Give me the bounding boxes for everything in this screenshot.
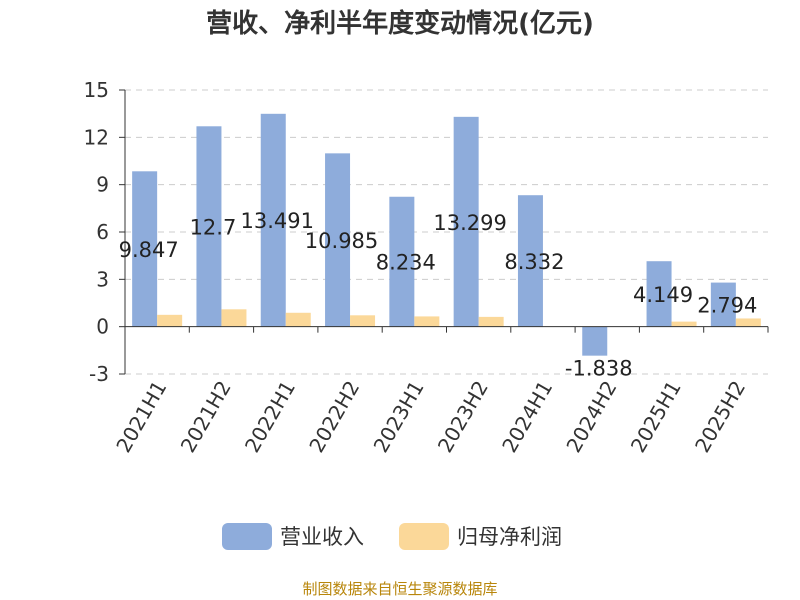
data-label-revenue: 4.149 [633,283,693,307]
x-tick-label: 2021H2 [176,377,236,457]
data-label-revenue: 10.985 [305,229,378,253]
legend-swatch-1[interactable] [399,523,449,550]
bar-profit-2023H1[interactable] [414,316,440,327]
x-tick-label: 2021H1 [111,377,171,457]
y-tick-label: 9 [96,173,109,197]
y-tick-label: 3 [96,267,109,291]
x-tick-label: 2023H1 [369,377,429,457]
source-note: 制图数据来自恒生聚源数据库 [302,580,497,598]
y-tick-label: -3 [89,362,109,386]
bar-revenue-2021H1[interactable] [132,171,158,327]
y-tick-label: 0 [96,315,109,339]
bar-revenue-2021H2[interactable] [196,126,222,327]
bar-profit-2025H1[interactable] [671,321,697,327]
bar-revenue-2023H1[interactable] [389,196,415,327]
data-label-revenue: 2.794 [697,294,757,318]
x-tick-label: 2022H2 [304,377,364,457]
bar-profit-2022H2[interactable] [350,315,376,327]
bar-revenue-2024H1[interactable] [517,195,543,327]
bar-revenue-2025H2[interactable] [710,282,736,327]
bar-revenue-2023H2[interactable] [453,116,479,327]
y-tick-label: 6 [96,220,109,244]
bar-profit-2021H2[interactable] [221,309,247,327]
chart-title: 营收、净利半年度变动情况(亿元) [206,8,594,39]
legend-label-1[interactable]: 归母净利润 [457,525,562,549]
bar-revenue-2025H1[interactable] [646,261,672,327]
x-tick-label: 2022H1 [240,377,300,457]
bar-profit-2025H2[interactable] [735,318,761,327]
data-label-revenue: 9.847 [119,238,179,262]
x-tick-label: 2024H1 [497,377,557,457]
data-label-revenue: 8.332 [504,250,564,274]
bars [132,113,761,356]
y-tick-label: 15 [84,78,109,102]
bar-profit-2023H2[interactable] [478,316,504,327]
legend-label-0[interactable]: 营业收入 [280,525,364,549]
data-label-revenue: 13.491 [241,209,314,233]
data-label-revenue: 13.299 [433,211,506,235]
x-tick-label: 2025H1 [626,377,686,457]
data-label-revenue: 12.7 [190,215,237,239]
x-tick-label: 2025H2 [690,377,750,457]
legend[interactable]: 营业收入 归母净利润 [222,523,562,550]
x-tick-label: 2023H2 [433,377,493,457]
bar-profit-2022H1[interactable] [285,312,311,327]
bar-revenue-2022H2[interactable] [325,153,351,327]
grid-lines [125,89,768,375]
x-tick-label: 2024H2 [561,377,621,457]
data-label-revenue: 8.234 [376,251,436,275]
bar-profit-2021H1[interactable] [157,314,183,327]
legend-swatch-0[interactable] [222,523,272,550]
bar-revenue-2022H1[interactable] [260,113,286,327]
y-tick-label: 12 [84,125,109,149]
data-label-revenue: -1.838 [565,357,633,381]
bar-revenue-2024H2[interactable] [582,326,608,356]
